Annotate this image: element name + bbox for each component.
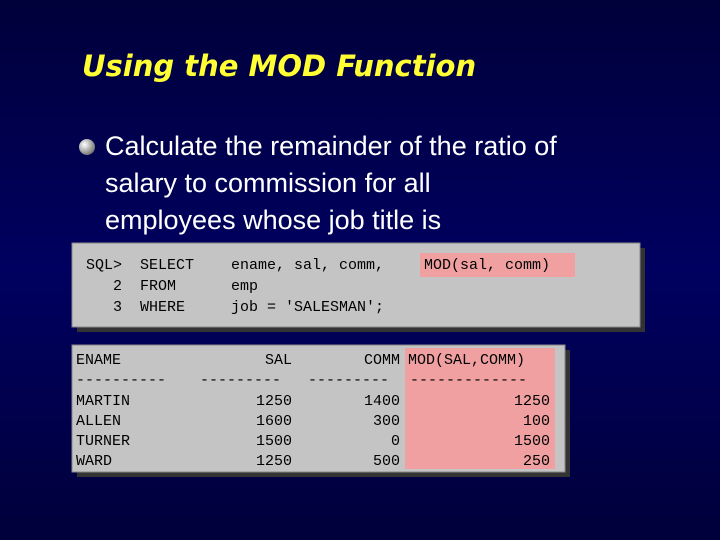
column-header: COMM xyxy=(364,352,400,369)
sql-keyword: SELECT xyxy=(140,257,194,274)
bullet-icon xyxy=(79,139,95,155)
column-header: MOD(SAL,COMM) xyxy=(408,352,525,369)
bullet-line: employees whose job title is xyxy=(105,205,441,235)
sql-text: ename, sal, comm, xyxy=(231,257,384,274)
column-header: SAL xyxy=(265,352,292,369)
result-highlight xyxy=(405,348,555,469)
separator: --------- xyxy=(308,372,389,389)
cell: 500 xyxy=(373,453,400,470)
cell: TURNER xyxy=(76,433,130,450)
slide-title: Using the MOD Function xyxy=(82,49,476,83)
sql-highlight xyxy=(420,253,575,277)
cell: 1600 xyxy=(256,413,292,430)
sql-text: job = 'SALESMAN'; xyxy=(231,299,384,316)
sql-prompt: 2 xyxy=(113,278,122,295)
result-table: ENAME SAL COMM MOD(SAL,COMM)---------- -----… xyxy=(76,352,550,470)
cell: 100 xyxy=(523,413,550,430)
cell: 300 xyxy=(373,413,400,430)
sql-highlight-text: MOD(sal, comm) xyxy=(424,257,550,274)
bullet-line: Calculate the remainder of the ratio of xyxy=(105,131,557,161)
cell: WARD xyxy=(76,453,112,470)
cell: 1400 xyxy=(364,393,400,410)
cell: 1250 xyxy=(256,453,292,470)
cell: 1500 xyxy=(514,433,550,450)
separator: --------- xyxy=(200,372,281,389)
cell: ALLEN xyxy=(76,413,121,430)
column-header: ENAME xyxy=(76,352,121,369)
cell: 1250 xyxy=(514,393,550,410)
cell: 1500 xyxy=(256,433,292,450)
bullet-text: Calculate the remainder of the ratio of s… xyxy=(105,131,557,235)
cell: MARTIN xyxy=(76,393,130,410)
sql-prompt: SQL> xyxy=(86,257,122,274)
cell: 0 xyxy=(391,433,400,450)
sql-keyword: FROM xyxy=(140,278,176,295)
cell: 250 xyxy=(523,453,550,470)
sql-keyword: WHERE xyxy=(140,299,185,316)
sql-prompt: 3 xyxy=(113,299,122,316)
sql-text: emp xyxy=(231,278,258,295)
separator: ---------- xyxy=(76,372,166,389)
separator: ------------- xyxy=(410,372,527,389)
bullet-line: salary to commission for all xyxy=(105,168,431,198)
cell: 1250 xyxy=(256,393,292,410)
sql-code: SQL> SELECT ename, sal, comm, MOD(sal, comm… xyxy=(86,257,550,316)
